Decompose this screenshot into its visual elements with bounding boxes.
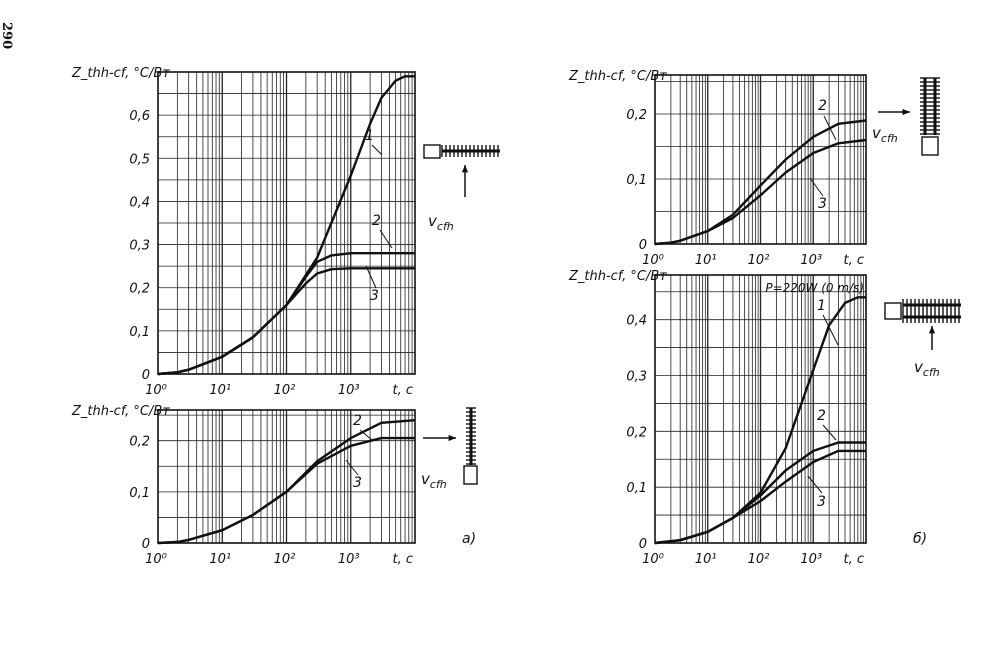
curve-label-leader <box>371 144 383 156</box>
x-tick-label: 10⁰ <box>145 383 168 398</box>
x-tick-label: 10³ <box>338 383 360 398</box>
curve-label-2: 2 <box>818 98 827 114</box>
curve-3 <box>157 267 415 376</box>
chart-annotation: P=220W (0 m/s) <box>765 281 864 295</box>
x-axis-label: t, c <box>392 552 413 567</box>
y-tick-label: 0 <box>639 537 647 552</box>
curve-label-leader <box>365 265 377 289</box>
device-icon <box>884 302 902 320</box>
plot-frame <box>654 274 867 544</box>
curve-label-leader <box>345 459 359 476</box>
chart-b-bottom: 0 0,1 0,2 0,3 0,4 10⁰ 10¹ 10² 10³ t, c Z_thh-cf, °… <box>568 269 867 567</box>
x-tick-label: 10¹ <box>209 552 231 567</box>
curve-3 <box>654 138 867 246</box>
y-tick-label: 0,3 <box>129 239 150 254</box>
airflow-arrow-icon-head <box>928 326 936 334</box>
device-icon <box>423 144 441 159</box>
y-tick-label: 0,5 <box>129 152 150 167</box>
airflow-label: vcfh <box>872 124 898 145</box>
plot-frame <box>157 409 416 544</box>
chart-b-top: 0 0,1 0,2 10⁰ 10¹ 10² 10³ t, c Z_thh-cf, °C/Вт 2 3 <box>568 69 867 268</box>
device-icon <box>921 136 939 156</box>
curve-label-leader <box>822 424 837 441</box>
y-tick-label: 0,4 <box>129 195 150 210</box>
x-tick-label: 10³ <box>800 552 822 567</box>
curve-label-1: 1 <box>365 128 374 144</box>
y-tick-label: 0,2 <box>626 108 647 123</box>
curve-label-2: 2 <box>372 213 381 229</box>
y-tick-label: 0,4 <box>626 314 647 329</box>
y-tick-label: 0,6 <box>129 109 150 124</box>
x-tick-label: 10² <box>274 552 296 567</box>
y-tick-label: 0,1 <box>129 486 150 501</box>
curve-label-leader <box>822 314 839 346</box>
airflow-arrow-icon-head <box>448 434 456 442</box>
y-tick-label: 0,1 <box>129 325 150 340</box>
y-tick-label: 0,3 <box>626 370 647 385</box>
x-tick-label: 10⁰ <box>642 253 665 268</box>
curve-label-3: 3 <box>818 196 827 212</box>
y-tick-label: 0,2 <box>626 425 647 440</box>
x-tick-label: 10¹ <box>695 253 717 268</box>
curve-label-3: 3 <box>370 288 379 304</box>
x-tick-label: 10³ <box>338 552 360 567</box>
curve-label-3: 3 <box>817 494 826 510</box>
y-tick-label: 0 <box>142 537 150 552</box>
panel-label-a: а) <box>462 531 476 547</box>
chart-a-bottom: 0 0,1 0,2 10⁰ 10¹ 10² 10³ t, c Z_thh-cf, °C/Вт 2 3 <box>71 404 416 567</box>
airflow-label: vcfh <box>914 358 940 379</box>
x-tick-label: 10⁰ <box>642 552 665 567</box>
curve-label-leader <box>379 229 393 249</box>
y-tick-label: 0 <box>142 368 150 383</box>
curve-label-leader <box>823 115 837 141</box>
plot-frame <box>157 71 416 375</box>
x-axis-label: t, c <box>843 552 864 567</box>
curve-label-2: 2 <box>817 408 826 424</box>
x-tick-label: 10¹ <box>209 383 231 398</box>
airflow-label: vcfh <box>421 470 447 491</box>
curve-label-leader <box>809 177 824 197</box>
x-tick-label: 10⁰ <box>145 552 168 567</box>
y-tick-label: 0 <box>639 238 647 253</box>
curve-label-leader <box>807 475 823 494</box>
y-axis-label: Z_thh-cf, °C/Вт <box>71 66 170 81</box>
x-tick-label: 10² <box>274 383 296 398</box>
x-tick-label: 10² <box>748 552 770 567</box>
y-tick-label: 0,2 <box>129 435 150 450</box>
y-tick-label: 0,1 <box>626 481 647 496</box>
airflow-arrow-icon-head <box>902 108 910 116</box>
airflow-label: vcfh <box>428 212 454 233</box>
curve-label-3: 3 <box>353 475 362 491</box>
y-tick-label: 0,2 <box>129 282 150 297</box>
x-tick-label: 10¹ <box>695 552 717 567</box>
curve-3 <box>654 449 866 545</box>
curve-label-leader <box>359 429 373 441</box>
y-axis-label: Z_thh-cf, °C/Вт <box>71 404 170 419</box>
x-axis-label: t, c <box>843 253 864 268</box>
x-tick-label: 10² <box>748 253 770 268</box>
y-tick-label: 0,1 <box>626 173 647 188</box>
chart-a-top: 0 0,1 0,2 0,3 0,4 0,5 0,6 10⁰ 10¹ 10² 10³ t, c Z_thh… <box>71 66 416 398</box>
airflow-arrow-icon-head <box>461 165 469 173</box>
y-axis-label: Z_thh-cf, °C/Вт <box>568 69 667 84</box>
y-axis-label: Z_thh-cf, °C/Вт <box>568 269 667 284</box>
plot-frame <box>654 74 867 245</box>
curve-label-1: 1 <box>817 298 826 314</box>
panel-label-b: б) <box>913 531 927 547</box>
device-icon <box>463 465 478 485</box>
curve-label-2: 2 <box>353 413 362 429</box>
curve-3 <box>157 436 415 545</box>
x-axis-label: t, c <box>392 383 413 398</box>
x-tick-label: 10³ <box>800 253 822 268</box>
